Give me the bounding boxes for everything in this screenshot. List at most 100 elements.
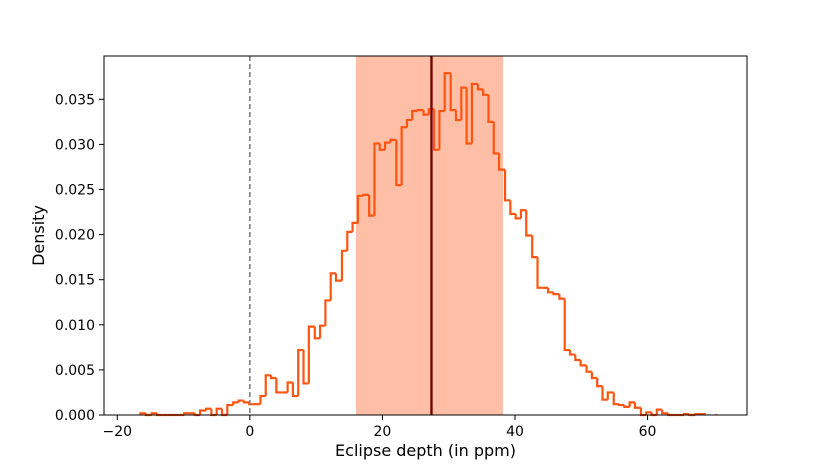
histogram-bin	[329, 272, 337, 301]
histogram-bin	[291, 382, 299, 398]
histogram-bin	[313, 326, 321, 340]
histogram-bin	[568, 350, 576, 356]
histogram-layer	[139, 72, 718, 417]
histogram-bin	[623, 405, 630, 408]
histogram-bin	[454, 110, 462, 122]
histogram-bin	[416, 109, 424, 112]
histogram-bin	[514, 213, 521, 220]
histogram-bin	[259, 394, 266, 405]
y-tick-label: 0.015	[55, 273, 95, 289]
histogram-bin	[470, 82, 478, 144]
y-tick-label: 0.005	[55, 363, 95, 379]
histogram-bin	[579, 359, 587, 367]
histogram-bin	[199, 409, 207, 415]
histogram-bin	[383, 141, 391, 150]
histogram-bin	[465, 87, 472, 145]
histogram-bin	[242, 400, 250, 404]
histogram-bin	[503, 169, 511, 202]
histogram-bin	[617, 403, 625, 407]
histogram-bin	[139, 412, 146, 415]
histogram-bin	[275, 378, 282, 394]
histogram-bin	[438, 109, 445, 150]
plot-frame	[103, 55, 748, 416]
histogram-bin	[585, 365, 592, 373]
y-tick-label: 0.030	[55, 137, 95, 153]
histogram-bin	[395, 139, 402, 187]
histogram-bin	[519, 209, 527, 219]
histogram-bin	[400, 126, 407, 185]
histogram-bin	[368, 194, 375, 217]
histogram-bin	[356, 194, 364, 223]
histogram-bin	[183, 412, 190, 415]
histogram-bin	[552, 292, 560, 296]
histogram-bin	[286, 381, 293, 393]
y-tick-label: 0.020	[55, 228, 95, 244]
histogram-bin	[633, 402, 641, 409]
histogram-bin	[601, 386, 608, 401]
histogram-bin	[509, 200, 516, 215]
shaded-interval-layer	[355, 56, 504, 415]
histogram-bin	[269, 375, 277, 380]
histogram-bin	[563, 298, 571, 352]
histogram-bin	[389, 138, 397, 143]
x-tick-label: −20	[102, 424, 132, 440]
y-axis-label: Density	[29, 205, 48, 266]
y-tick-label: 0.010	[55, 318, 95, 334]
histogram-bin	[655, 408, 663, 415]
histogram-bin	[422, 110, 429, 116]
x-tick-label: 60	[639, 424, 657, 440]
credible-interval-band	[355, 56, 504, 415]
histogram-bin	[525, 210, 533, 237]
x-axis-label: Eclipse depth (in ppm)	[335, 441, 516, 460]
histogram-bin	[411, 109, 418, 121]
histogram-bin	[226, 403, 234, 415]
histogram-bin	[264, 374, 272, 397]
histogram-bin	[558, 294, 565, 300]
histogram-bin	[497, 153, 506, 171]
y-tick-label: 0.035	[55, 92, 95, 108]
x-tick-label: 40	[506, 424, 524, 440]
histogram-bin	[334, 273, 342, 282]
histogram-bin	[307, 325, 315, 384]
histogram-bin	[443, 72, 451, 112]
histogram-bin	[373, 142, 380, 216]
histogram-bin	[378, 143, 386, 151]
histogram-bin	[237, 399, 244, 403]
histogram-bin	[476, 83, 484, 91]
histogram-bin	[531, 235, 538, 259]
histogram-bin	[536, 257, 543, 289]
histogram-bin	[482, 89, 489, 96]
y-axis-ticks: 0.000 0.005 0.010 0.015 0.020 0.025 0.030 0.035	[55, 92, 104, 424]
histogram-bin	[215, 407, 222, 415]
histogram-bin	[487, 94, 494, 123]
histogram-bin	[449, 73, 456, 112]
histogram-bin	[232, 401, 239, 406]
histogram-bin	[661, 409, 669, 415]
histogram-bin	[596, 378, 603, 388]
histogram-bin	[150, 412, 158, 415]
histogram-bin	[460, 86, 467, 121]
histogram-bin	[351, 221, 358, 232]
histogram-bin	[302, 350, 309, 385]
y-tick-label: 0.025	[55, 182, 95, 198]
histogram-bin	[204, 407, 212, 411]
reference-lines-layer	[249, 56, 433, 415]
x-axis-ticks: −20 0 20 40 60	[102, 415, 656, 440]
y-tick-label: 0.000	[55, 408, 95, 424]
histogram-bin	[612, 392, 620, 406]
histogram-bin	[362, 193, 370, 197]
histogram-bin	[492, 121, 500, 155]
histogram-bin	[628, 401, 635, 407]
histogram-bin	[405, 118, 413, 128]
histogram-bin	[433, 109, 440, 151]
histogram-bin	[606, 391, 614, 400]
histogram-bin	[574, 354, 581, 362]
histogram-bin	[297, 348, 304, 397]
histogram-bin	[319, 324, 326, 339]
histogram-bin	[346, 230, 353, 251]
x-tick-label: 0	[245, 424, 254, 440]
x-tick-label: 20	[373, 424, 391, 440]
histogram-bin	[324, 299, 331, 326]
histogram-bin	[645, 411, 652, 415]
